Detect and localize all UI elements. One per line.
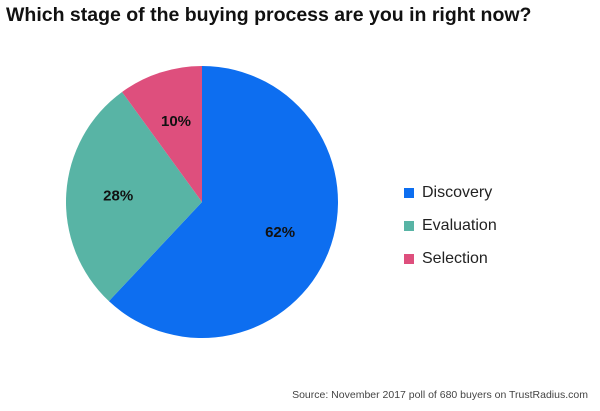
- chart-title: Which stage of the buying process are yo…: [6, 4, 532, 26]
- pie-slice-evaluation: [65, 91, 203, 302]
- legend: Discovery Evaluation Selection: [404, 176, 497, 275]
- slice-label-discovery: 62%: [265, 224, 295, 241]
- slice-label-selection: 10%: [161, 113, 191, 130]
- slice-label-evaluation: 28%: [103, 188, 133, 205]
- legend-label-evaluation: Evaluation: [422, 216, 497, 234]
- legend-label-discovery: Discovery: [422, 183, 493, 201]
- legend-swatch-selection: [404, 253, 414, 264]
- legend-label-selection: Selection: [422, 249, 488, 267]
- legend-swatch-evaluation: [404, 220, 414, 231]
- pie-slice-discovery: [108, 66, 338, 338]
- source-note: Source: November 2017 poll of 680 buyers…: [292, 389, 588, 401]
- legend-item-evaluation: Evaluation: [404, 209, 497, 242]
- legend-item-discovery: Discovery: [404, 176, 497, 209]
- legend-item-selection: Selection: [404, 242, 497, 275]
- pie-slice-selection: [122, 66, 202, 202]
- legend-swatch-discovery: [404, 187, 414, 198]
